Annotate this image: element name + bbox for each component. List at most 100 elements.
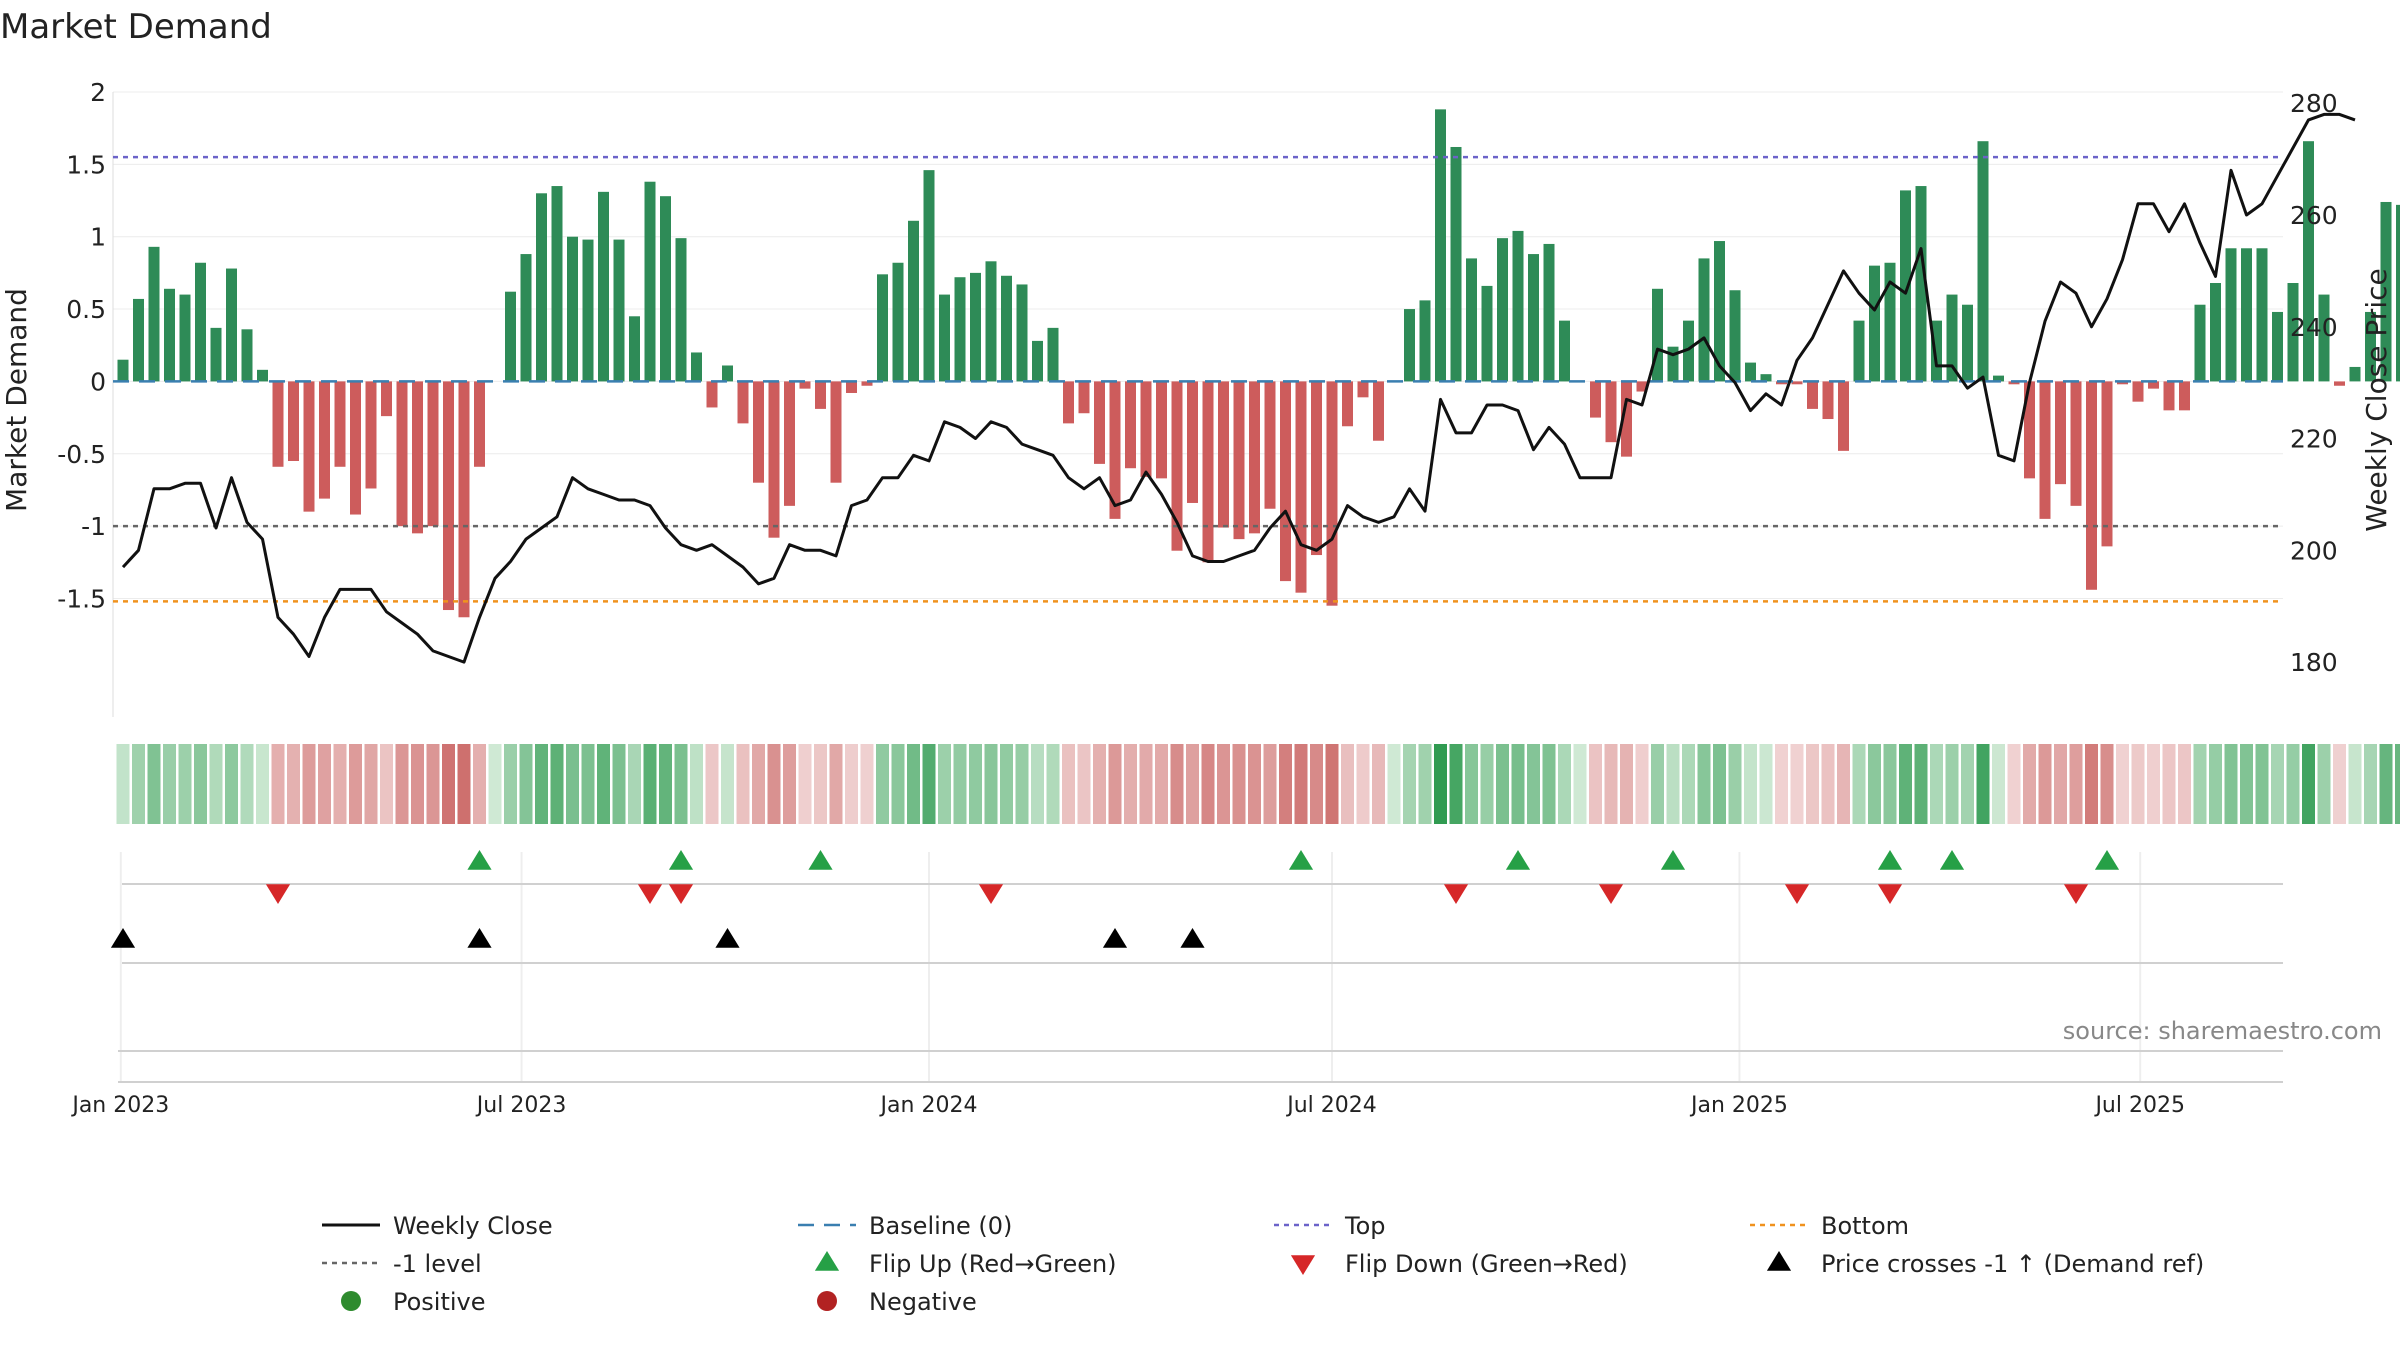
demand-bar-positive — [2210, 283, 2221, 382]
demand-bar-positive — [908, 220, 919, 382]
heat-strip-cell — [225, 744, 238, 824]
demand-bar-positive — [2256, 248, 2268, 382]
legend-negative-label: Negative — [869, 1288, 977, 1316]
heat-strip-cell — [2131, 744, 2145, 824]
heat-strip-cell — [132, 744, 145, 824]
demand-bar-positive — [1729, 290, 1741, 382]
flip-up-marker — [1660, 850, 1686, 870]
heat-strip-cell — [426, 744, 440, 824]
heat-strip-cell — [1620, 744, 1633, 824]
legend-baseline-0-label: Baseline (0) — [869, 1212, 1012, 1240]
demand-bar-negative — [334, 381, 346, 467]
heat-strip-cell — [1883, 744, 1897, 824]
demand-bar-positive — [2318, 294, 2330, 382]
heat-strip-cell — [1015, 744, 1029, 824]
demand-bar-positive — [691, 352, 702, 382]
heat-strip-cell — [302, 744, 316, 824]
x-tick-label: Jul 2023 — [475, 1093, 567, 1118]
y-tick-label-left: 0 — [90, 367, 106, 396]
demand-bar-positive — [148, 246, 160, 382]
heat-strip-cell — [2007, 744, 2021, 824]
demand-bar-positive — [1853, 320, 1865, 382]
heat-strip-cell — [2069, 744, 2083, 824]
demand-bar-negative — [784, 381, 795, 506]
legend-positive-label: Positive — [393, 1288, 486, 1316]
demand-bar-positive — [1016, 284, 1028, 382]
heat-strip-cell — [1837, 744, 1850, 824]
demand-bar-negative — [1311, 381, 1322, 556]
heat-strip-cell — [1480, 744, 1494, 824]
demand-bars — [117, 109, 2400, 618]
flip-up-marker — [808, 850, 833, 870]
heat-strip-cell — [1976, 744, 1990, 824]
legend-item: Baseline (0) — [798, 1212, 1012, 1240]
demand-bar-positive — [970, 272, 981, 382]
heat-strip-cell — [1914, 744, 1928, 824]
price-cross-markers — [110, 928, 1205, 948]
heat-strip-cell — [504, 744, 517, 824]
heat-strip-cell — [1589, 744, 1602, 824]
demand-bar-positive — [582, 239, 594, 382]
demand-bar-negative — [1094, 381, 1105, 464]
demand-bar-positive — [1559, 320, 1570, 382]
heat-strip-cell — [2317, 744, 2331, 824]
heat-strip-cell — [1573, 744, 1587, 824]
demand-bar-negative — [2039, 381, 2051, 519]
demand-bar-positive — [133, 298, 144, 382]
heat-strip-cell — [736, 744, 750, 824]
legend-item: Top — [1274, 1212, 1386, 1240]
heat-strip-cell — [2302, 744, 2315, 824]
x-tick-label: Jan 2024 — [879, 1093, 978, 1118]
demand-bar-negative — [1342, 381, 1353, 427]
demand-bar-negative — [1140, 381, 1152, 477]
heat-strip-cell — [2100, 744, 2114, 824]
heat-strip-cell — [1403, 744, 1416, 824]
heat-strip-cell — [1372, 744, 1385, 824]
x-tick-label: Jan 2025 — [1689, 1093, 1788, 1118]
x-axis-labels: Jan 2023 Jul 2023 Jan 2024 Jul 2024 Jan 2025… — [70, 1093, 2185, 1118]
flip-down-marker — [1598, 884, 1624, 904]
demand-bar-negative — [288, 381, 299, 461]
heat-strip-cell — [2224, 744, 2238, 824]
heat-strip-cell — [2038, 744, 2052, 824]
heat-strip-cell — [1000, 744, 1013, 824]
heat-strip-cell — [1775, 744, 1788, 824]
heat-strip-cell — [1434, 744, 1447, 824]
demand-bar-positive — [2349, 366, 2361, 382]
heat-strip-cell — [1310, 744, 1323, 824]
demand-bar-negative — [2334, 381, 2345, 386]
demand-bar-negative — [1264, 381, 1276, 509]
flip-up-markers — [467, 850, 2120, 870]
legend-weekly-close-label: Weekly Close — [393, 1212, 553, 1240]
demand-bar-negative — [412, 381, 423, 534]
heat-strip-cell — [1418, 744, 1432, 824]
demand-bar-negative — [2070, 381, 2082, 506]
heat-strip-cell — [333, 744, 347, 824]
demand-bar-negative — [1202, 381, 1214, 563]
demand-bar-negative — [381, 381, 392, 417]
heat-strip-cell — [1170, 744, 1184, 824]
weekly-close-line — [121, 112, 2356, 664]
heat-strip-cell — [814, 744, 827, 824]
flip-up-marker — [467, 850, 492, 870]
y-axis-left-ticks: 2 1.5 1 0.5 0 -0.5 -1 -1.5 — [57, 78, 106, 613]
price-cross-marker — [110, 928, 136, 948]
heat-strip-cell — [1093, 744, 1106, 824]
heat-strip-cell — [2116, 744, 2129, 824]
demand-bar-positive — [164, 288, 175, 382]
heat-strip-cell — [891, 744, 905, 824]
y-axis-right-label: Weekly Close Price — [2360, 268, 2393, 531]
demand-bar-positive — [257, 369, 268, 382]
demand-bar-negative — [1109, 381, 1121, 519]
heat-strip-cell — [984, 744, 998, 824]
demand-bar-positive — [2287, 283, 2299, 382]
demand-bar-positive — [226, 268, 237, 382]
heat-strip-cell — [783, 744, 796, 824]
demand-bar-negative — [443, 381, 454, 611]
demand-bar-negative — [830, 381, 842, 483]
demand-bar-positive — [923, 170, 935, 382]
y-tick-label-right: 220 — [2290, 425, 2338, 454]
demand-bar-negative — [706, 381, 718, 408]
demand-bar-negative — [846, 381, 857, 393]
demand-bar-positive — [1435, 109, 1446, 382]
